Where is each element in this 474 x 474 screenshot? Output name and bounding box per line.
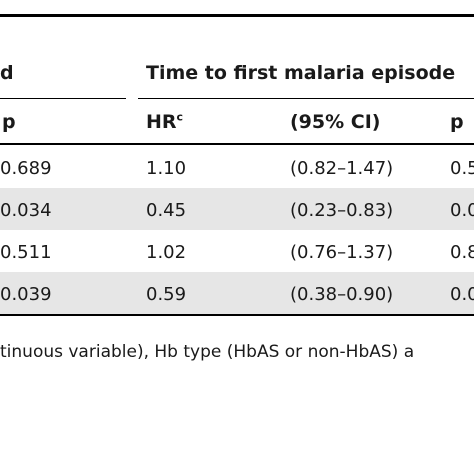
left-group-underline xyxy=(0,98,126,99)
row-shade-4 xyxy=(0,272,474,314)
right-group-header: Time to first malaria episode xyxy=(146,62,456,84)
row2-hr: 0.45 xyxy=(146,200,187,221)
right-group-underline xyxy=(138,98,474,99)
col-header-p-right: p xyxy=(450,111,464,133)
col-header-hr: HRc xyxy=(146,110,184,133)
row4-ci: (0.38–0.90) xyxy=(290,284,394,305)
table-bottom-rule xyxy=(0,314,474,316)
row3-p-left: 0.511 xyxy=(0,242,52,263)
column-header-rule xyxy=(0,143,474,145)
row4-p-left: 0.039 xyxy=(0,284,52,305)
row2-ci: (0.23–0.83) xyxy=(290,200,394,221)
row-shade-2 xyxy=(0,188,474,230)
row1-ci: (0.82–1.47) xyxy=(290,158,394,179)
col-header-ci: (95% CI) xyxy=(290,111,381,133)
row2-p-left: 0.034 xyxy=(0,200,52,221)
table-footnote: tinuous variable), Hb type (HbAS or non-… xyxy=(0,342,415,362)
row3-p-right: 0.8 xyxy=(450,242,474,263)
table-top-rule xyxy=(0,14,474,17)
row1-p-right: 0.5 xyxy=(450,158,474,179)
col-header-p-left: p xyxy=(2,111,16,133)
row1-hr: 1.10 xyxy=(146,158,187,179)
row3-hr: 1.02 xyxy=(146,242,187,263)
row4-hr: 0.59 xyxy=(146,284,187,305)
left-group-header: d xyxy=(0,62,14,84)
col-header-hr-footnote-mark: c xyxy=(176,110,184,124)
col-header-hr-label: HR xyxy=(146,111,177,133)
row3-ci: (0.76–1.37) xyxy=(290,242,394,263)
row1-p-left: 0.689 xyxy=(0,158,52,179)
row2-p-right: 0.0 xyxy=(450,200,474,221)
row4-p-right: 0.0 xyxy=(450,284,474,305)
